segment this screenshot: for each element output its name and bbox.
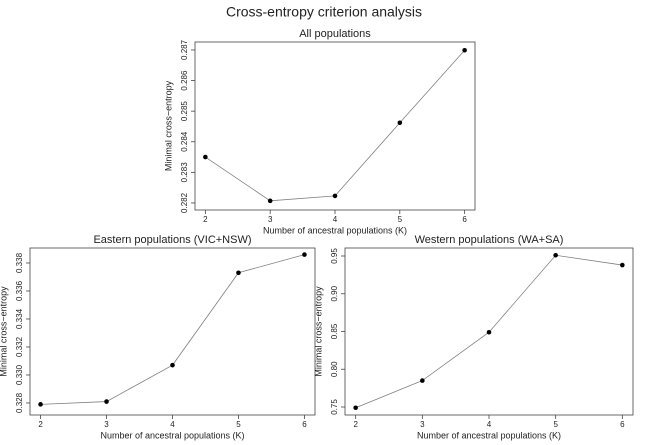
figure-title: Cross-entropy criterion analysis: [226, 4, 422, 20]
y-tick-label: 0.328: [15, 392, 24, 413]
data-point: [420, 378, 425, 383]
data-point: [353, 405, 358, 411]
x-tick-label: 3: [268, 215, 273, 224]
x-tick-label: 6: [302, 420, 307, 429]
data-point: [104, 399, 109, 404]
y-tick-label: 0.286: [180, 70, 189, 91]
y-tick-label: 0.75: [330, 399, 339, 415]
y-tick-label: 0.85: [330, 323, 339, 339]
x-tick-label: 2: [38, 420, 43, 429]
data-point: [397, 120, 403, 126]
chart-title: All populations: [299, 28, 371, 40]
y-tick-label: 0.95: [330, 248, 339, 264]
y-tick-label: 0.90: [330, 285, 339, 301]
x-tick-label: 5: [236, 420, 241, 429]
data-point: [302, 252, 307, 257]
x-tick-label: 6: [620, 420, 625, 429]
series-line: [205, 49, 465, 202]
x-tick-label: 6: [462, 215, 467, 224]
data-point: [203, 154, 208, 160]
data-point: [462, 47, 467, 53]
plot-frame: [194, 41, 476, 211]
y-tick-label: 0.332: [15, 336, 24, 357]
y-axis-label: Minimal cross−entropy: [0, 286, 8, 377]
y-tick-label: 0.287: [180, 39, 189, 60]
x-axis-label: Number of ancestral populations (K): [417, 430, 561, 440]
y-tick-label: 0.282: [180, 192, 189, 213]
x-tick-label: 4: [170, 420, 175, 429]
y-tick-label: 0.330: [15, 364, 24, 385]
y-tick-label: 0.285: [180, 101, 189, 122]
data-point: [332, 193, 338, 199]
x-tick-label: 2: [353, 420, 358, 429]
x-tick-label: 3: [104, 420, 109, 429]
x-tick-label: 4: [487, 420, 492, 429]
x-axis-label: Number of ancestral populations (K): [263, 225, 407, 235]
chart-title: Western populations (WA+SA): [415, 234, 564, 246]
y-axis-label: Minimal cross−entropy: [163, 80, 173, 171]
y-axis-label: Minimal cross−entropy: [313, 286, 323, 377]
x-tick-label: 2: [203, 215, 208, 224]
plot-frame: [29, 247, 316, 416]
x-axis-label: Number of ancestral populations (K): [100, 430, 244, 440]
data-point: [170, 362, 175, 368]
data-point: [267, 198, 273, 204]
y-tick-label: 0.284: [180, 131, 189, 152]
x-tick-label: 3: [420, 420, 425, 429]
data-point: [620, 262, 625, 268]
y-tick-label: 0.338: [15, 252, 24, 273]
series-line: [40, 254, 305, 405]
data-point: [236, 270, 241, 276]
y-tick-label: 0.334: [15, 308, 24, 329]
y-tick-label: 0.336: [15, 280, 24, 301]
y-tick-label: 0.283: [180, 162, 189, 183]
data-point: [38, 402, 43, 407]
y-tick-label: 0.80: [330, 361, 339, 377]
x-tick-label: 5: [398, 215, 403, 224]
data-point: [553, 252, 558, 258]
x-tick-label: 5: [553, 420, 558, 429]
chart-title: Eastern populations (VIC+NSW): [93, 234, 251, 246]
x-tick-label: 4: [333, 215, 338, 224]
data-point: [486, 329, 492, 335]
